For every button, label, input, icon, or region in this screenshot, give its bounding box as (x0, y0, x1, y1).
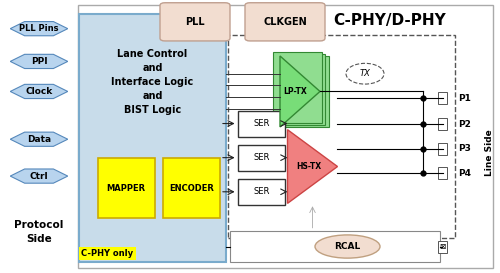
Circle shape (346, 63, 384, 84)
Text: Line Side: Line Side (484, 129, 494, 176)
Polygon shape (10, 22, 68, 36)
Text: TX: TX (360, 69, 370, 78)
FancyBboxPatch shape (238, 111, 285, 136)
Text: P3: P3 (458, 144, 471, 153)
Text: RCAL: RCAL (334, 242, 360, 251)
Text: Clock: Clock (26, 87, 52, 96)
Text: SER: SER (253, 153, 270, 162)
Text: Data: Data (27, 135, 51, 144)
Ellipse shape (315, 235, 380, 258)
Text: Ctrl: Ctrl (30, 172, 48, 180)
Text: MAPPER: MAPPER (106, 184, 146, 193)
Polygon shape (10, 132, 68, 146)
Text: C-PHY only: C-PHY only (82, 250, 134, 258)
Polygon shape (10, 54, 68, 69)
Text: SER: SER (253, 119, 270, 128)
FancyBboxPatch shape (238, 145, 285, 171)
Text: PPI: PPI (30, 57, 48, 66)
FancyBboxPatch shape (238, 179, 285, 205)
FancyBboxPatch shape (160, 3, 230, 41)
Text: PLL Pins: PLL Pins (19, 24, 59, 33)
FancyBboxPatch shape (78, 5, 492, 268)
Polygon shape (288, 130, 338, 203)
FancyBboxPatch shape (98, 158, 155, 218)
FancyBboxPatch shape (438, 167, 446, 179)
Text: PLL: PLL (185, 17, 205, 27)
FancyBboxPatch shape (245, 3, 325, 41)
FancyBboxPatch shape (438, 241, 446, 253)
FancyBboxPatch shape (230, 231, 440, 262)
Text: P1: P1 (458, 94, 471, 103)
Text: CLKGEN: CLKGEN (263, 17, 307, 27)
Text: Protocol
Side: Protocol Side (14, 221, 64, 244)
Text: ⊠: ⊠ (439, 242, 445, 251)
FancyBboxPatch shape (280, 56, 329, 127)
Text: P4: P4 (458, 169, 471, 178)
Text: SER: SER (253, 187, 270, 196)
Text: LP-TX: LP-TX (284, 87, 308, 96)
Text: ENCODER: ENCODER (169, 184, 214, 193)
FancyBboxPatch shape (79, 14, 227, 262)
FancyBboxPatch shape (438, 118, 446, 130)
FancyBboxPatch shape (438, 143, 446, 155)
FancyBboxPatch shape (276, 54, 325, 125)
FancyBboxPatch shape (438, 92, 446, 104)
Text: P2: P2 (458, 120, 471, 129)
Text: C-PHY/D-PHY: C-PHY/D-PHY (334, 13, 446, 28)
FancyBboxPatch shape (162, 158, 220, 218)
Polygon shape (10, 84, 68, 99)
Polygon shape (10, 169, 68, 183)
Text: Lane Control
and
Interface Logic
and
BIST Logic: Lane Control and Interface Logic and BIS… (112, 49, 194, 115)
FancyBboxPatch shape (273, 52, 322, 123)
Polygon shape (280, 56, 320, 127)
Text: HS-TX: HS-TX (296, 162, 321, 171)
